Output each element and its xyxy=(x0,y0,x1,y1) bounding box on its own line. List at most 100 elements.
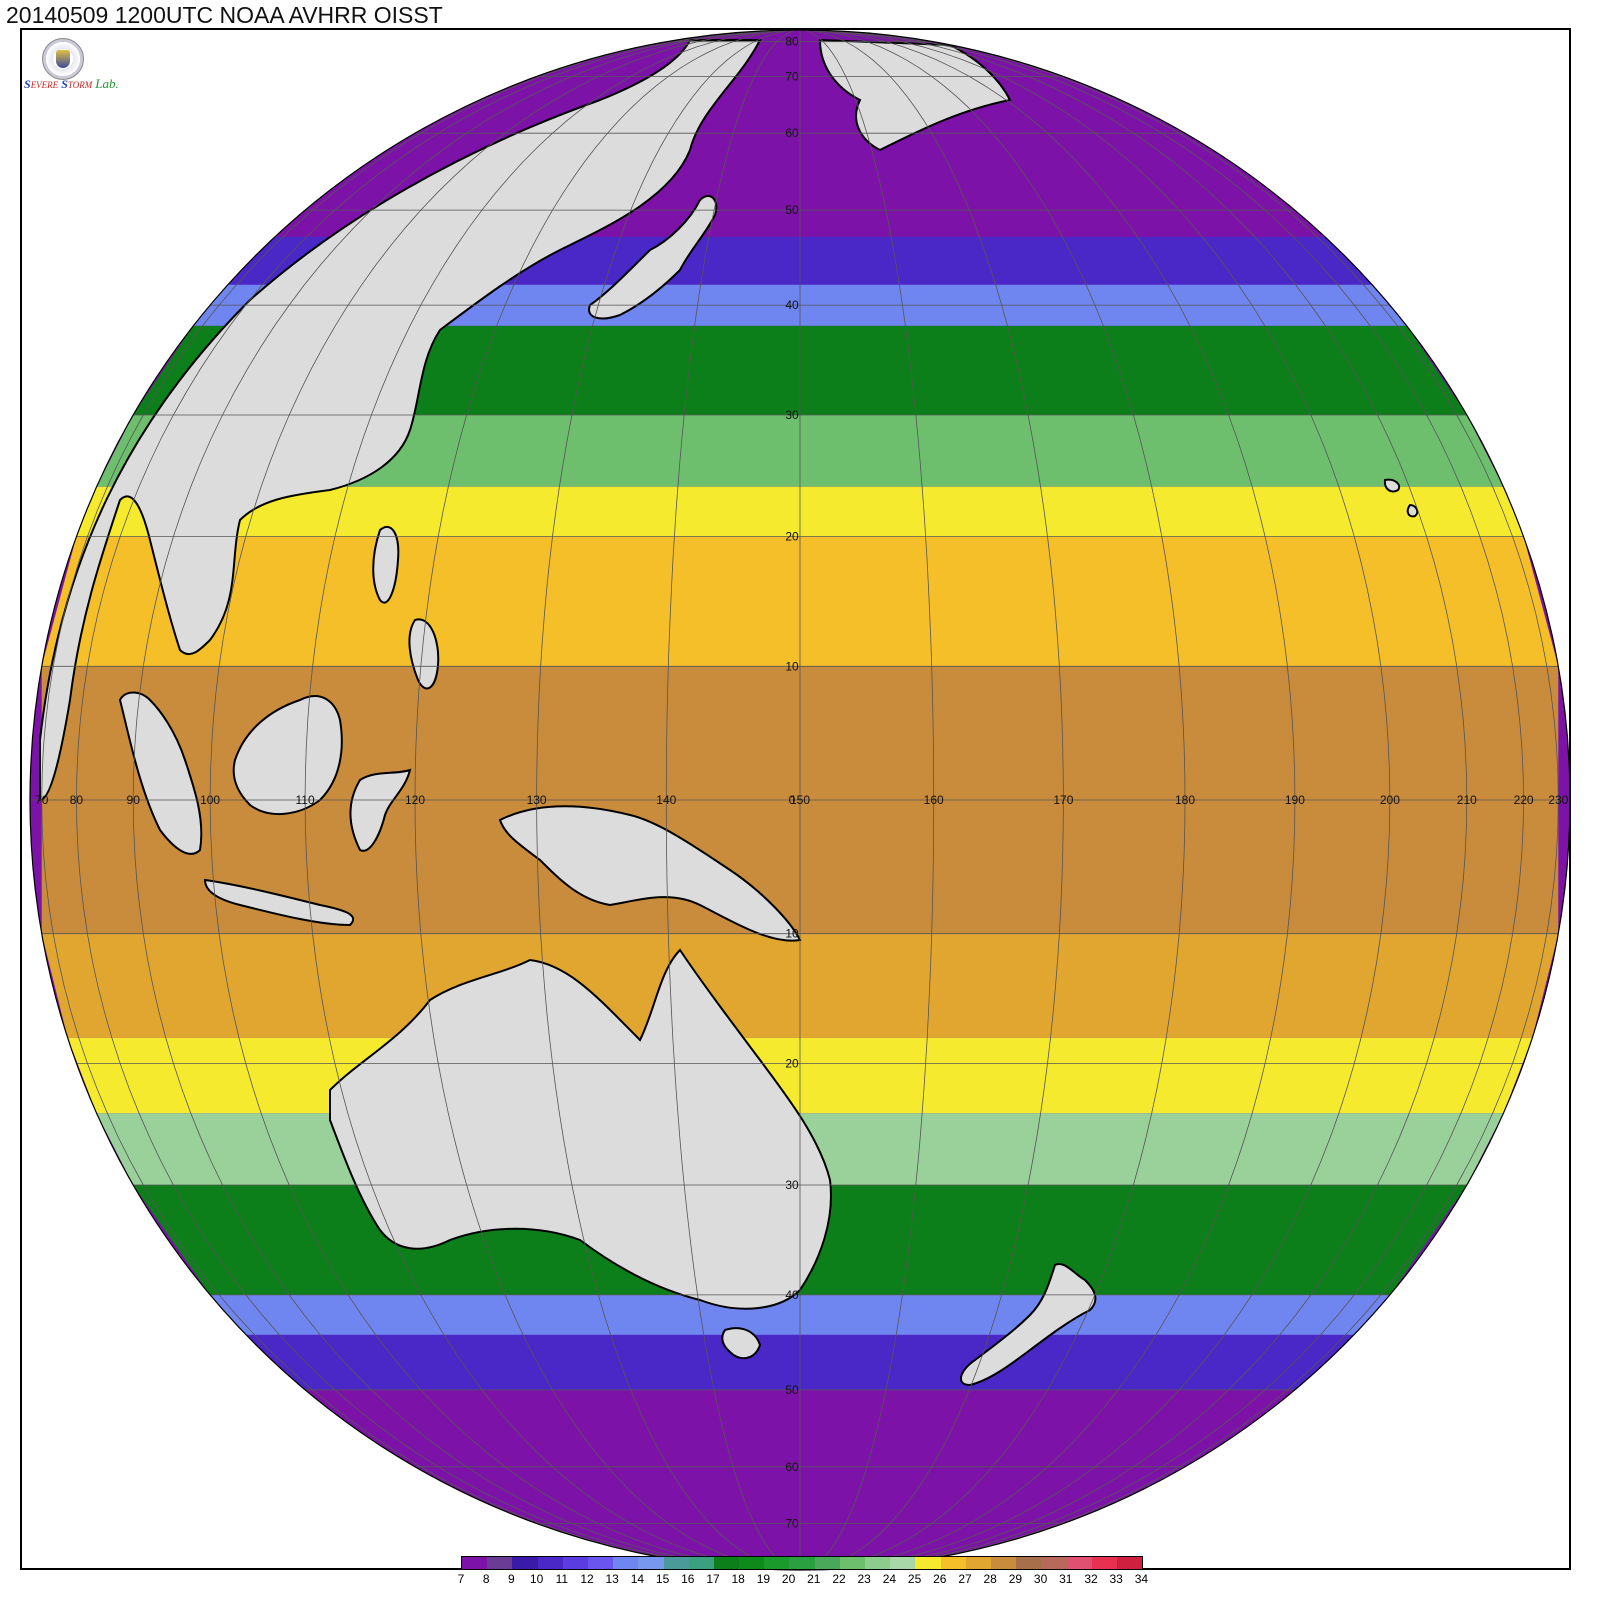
colorbar-cell xyxy=(940,1557,966,1569)
colorbar-cell xyxy=(915,1557,941,1569)
brand-lab: Lab. xyxy=(95,76,119,91)
sst-colorbar xyxy=(461,1556,1144,1570)
philippines-landmass xyxy=(372,525,440,690)
colorbar-tick-label: 17 xyxy=(706,1572,720,1586)
latitude-label: 50 xyxy=(785,203,799,217)
colorbar-cell xyxy=(839,1557,865,1569)
sulawesi-landmass xyxy=(349,768,412,852)
colorbar-cell xyxy=(663,1557,689,1569)
longitude-label: 160 xyxy=(924,793,944,807)
colorbar-cell xyxy=(638,1557,664,1569)
indochina-peninsula xyxy=(118,691,203,855)
longitude-label: 100 xyxy=(200,793,220,807)
longitude-label: 170 xyxy=(1053,793,1073,807)
longitude-label: 150 xyxy=(790,793,810,807)
latitude-label: 60 xyxy=(785,1460,799,1474)
asia-landmass xyxy=(39,39,762,802)
latitude-label: 40 xyxy=(785,1288,799,1302)
colorbar-tick-label: 11 xyxy=(555,1572,569,1586)
latitude-label: 50 xyxy=(785,1383,799,1397)
colorbar-tick-label: 28 xyxy=(983,1572,997,1586)
colorbar-tick-label: 34 xyxy=(1134,1572,1149,1586)
colorbar-cell xyxy=(713,1557,740,1569)
colorbar-cell xyxy=(487,1557,513,1569)
colorbar-tick-label: 7 xyxy=(457,1572,465,1586)
colorbar-cell xyxy=(512,1557,538,1569)
colorbar-cell xyxy=(1091,1557,1117,1569)
longitude-label: 120 xyxy=(405,793,425,807)
longitude-label: 90 xyxy=(127,793,141,807)
colorbar-cell xyxy=(814,1557,840,1569)
latitude-label: 20 xyxy=(785,1056,799,1070)
university-seal-icon xyxy=(42,38,84,80)
colorbar-cell xyxy=(865,1557,891,1569)
lab-logo: SEVERE STORM Lab. xyxy=(24,38,119,96)
colorbar-tick-label: 23 xyxy=(857,1572,871,1586)
colorbar-cell xyxy=(462,1557,488,1569)
colorbar-cell xyxy=(789,1557,815,1569)
brand-letter-2: S xyxy=(61,77,68,91)
tasmania-landmass xyxy=(721,1327,762,1360)
colorbar-tick-label: 14 xyxy=(630,1572,645,1586)
colorbar-tick-label: 22 xyxy=(832,1572,846,1586)
latitude-label: 0 xyxy=(789,793,796,807)
new-guinea-landmass xyxy=(498,805,802,942)
longitude-label: 180 xyxy=(1175,793,1195,807)
japan-landmass xyxy=(588,195,718,320)
colorbar-tick-label: 31 xyxy=(1059,1572,1073,1586)
colorbar-cell xyxy=(764,1557,790,1569)
colorbar-tick-label: 26 xyxy=(933,1572,947,1586)
colorbar-tick-label: 29 xyxy=(1008,1572,1023,1586)
latitude-label: 60 xyxy=(785,126,799,140)
longitude-label: 230 xyxy=(1548,793,1568,807)
hawaii-islands xyxy=(1383,478,1419,518)
latitude-label: 10 xyxy=(785,659,799,673)
latitude-label: 70 xyxy=(785,1517,799,1531)
colorbar-cell xyxy=(1116,1557,1143,1569)
longitude-label: 220 xyxy=(1514,793,1534,807)
colorbar-tick-label: 15 xyxy=(655,1572,670,1586)
latitude-label: 20 xyxy=(785,530,799,544)
colorbar-tick-label: 19 xyxy=(756,1572,771,1586)
colorbar-cell xyxy=(587,1557,614,1569)
latitude-label: 70 xyxy=(785,69,799,83)
colorbar-tick-label: 24 xyxy=(882,1572,897,1586)
colorbar-tick-label: 16 xyxy=(681,1572,695,1586)
colorbar-cell xyxy=(965,1557,991,1569)
colorbar-tick-label: 25 xyxy=(907,1572,922,1586)
brand-letter: S xyxy=(24,77,31,91)
colorbar-cell xyxy=(613,1557,639,1569)
sumatra-java-islands xyxy=(203,878,355,927)
lab-brand-text: SEVERE STORM Lab. xyxy=(24,76,119,92)
colorbar-tick-labels: 7 8 9 10 11 12 13 14 15 16 17 18 19 20 21 22 23 24 25 26 27 2… xyxy=(457,1572,1161,1588)
colorbar-tick-label: 32 xyxy=(1084,1572,1098,1586)
colorbar-cell xyxy=(990,1557,1017,1569)
colorbar-tick-label: 9 xyxy=(508,1572,515,1586)
longitude-label: 140 xyxy=(656,793,676,807)
globe-outline xyxy=(29,29,1571,1571)
map-title: 20140509 1200UTC NOAA AVHRR OISST xyxy=(6,2,443,28)
colorbar-tick-label: 20 xyxy=(781,1572,796,1586)
colorbar-tick-label: 21 xyxy=(807,1572,821,1586)
longitude-label: 190 xyxy=(1285,793,1305,807)
longitude-label: 70 xyxy=(35,793,49,807)
land-masses xyxy=(39,38,1419,1387)
colorbar-tick-label: 27 xyxy=(958,1572,972,1586)
colorbar-tick-label: 12 xyxy=(580,1572,594,1586)
longitude-label: 130 xyxy=(527,793,547,807)
colorbar-cell xyxy=(562,1557,588,1569)
latitude-label: 10 xyxy=(785,927,799,941)
brand-storm: TORM xyxy=(67,80,93,90)
colorbar-tick-label: 13 xyxy=(605,1572,619,1586)
longitude-label: 210 xyxy=(1457,793,1477,807)
australia-landmass xyxy=(329,948,832,1310)
latitude-label: 80 xyxy=(785,35,799,49)
colorbar-tick-label: 10 xyxy=(529,1572,544,1586)
graticule-labels: 70 80 90 100 110 120 130 140 150 160 170 180 190 200 2… xyxy=(35,35,1569,1531)
longitude-label: 110 xyxy=(296,793,315,807)
brand-severe: EVERE xyxy=(30,80,59,90)
latitude-label: 30 xyxy=(785,408,799,422)
new-zealand-landmass xyxy=(960,1263,1097,1387)
